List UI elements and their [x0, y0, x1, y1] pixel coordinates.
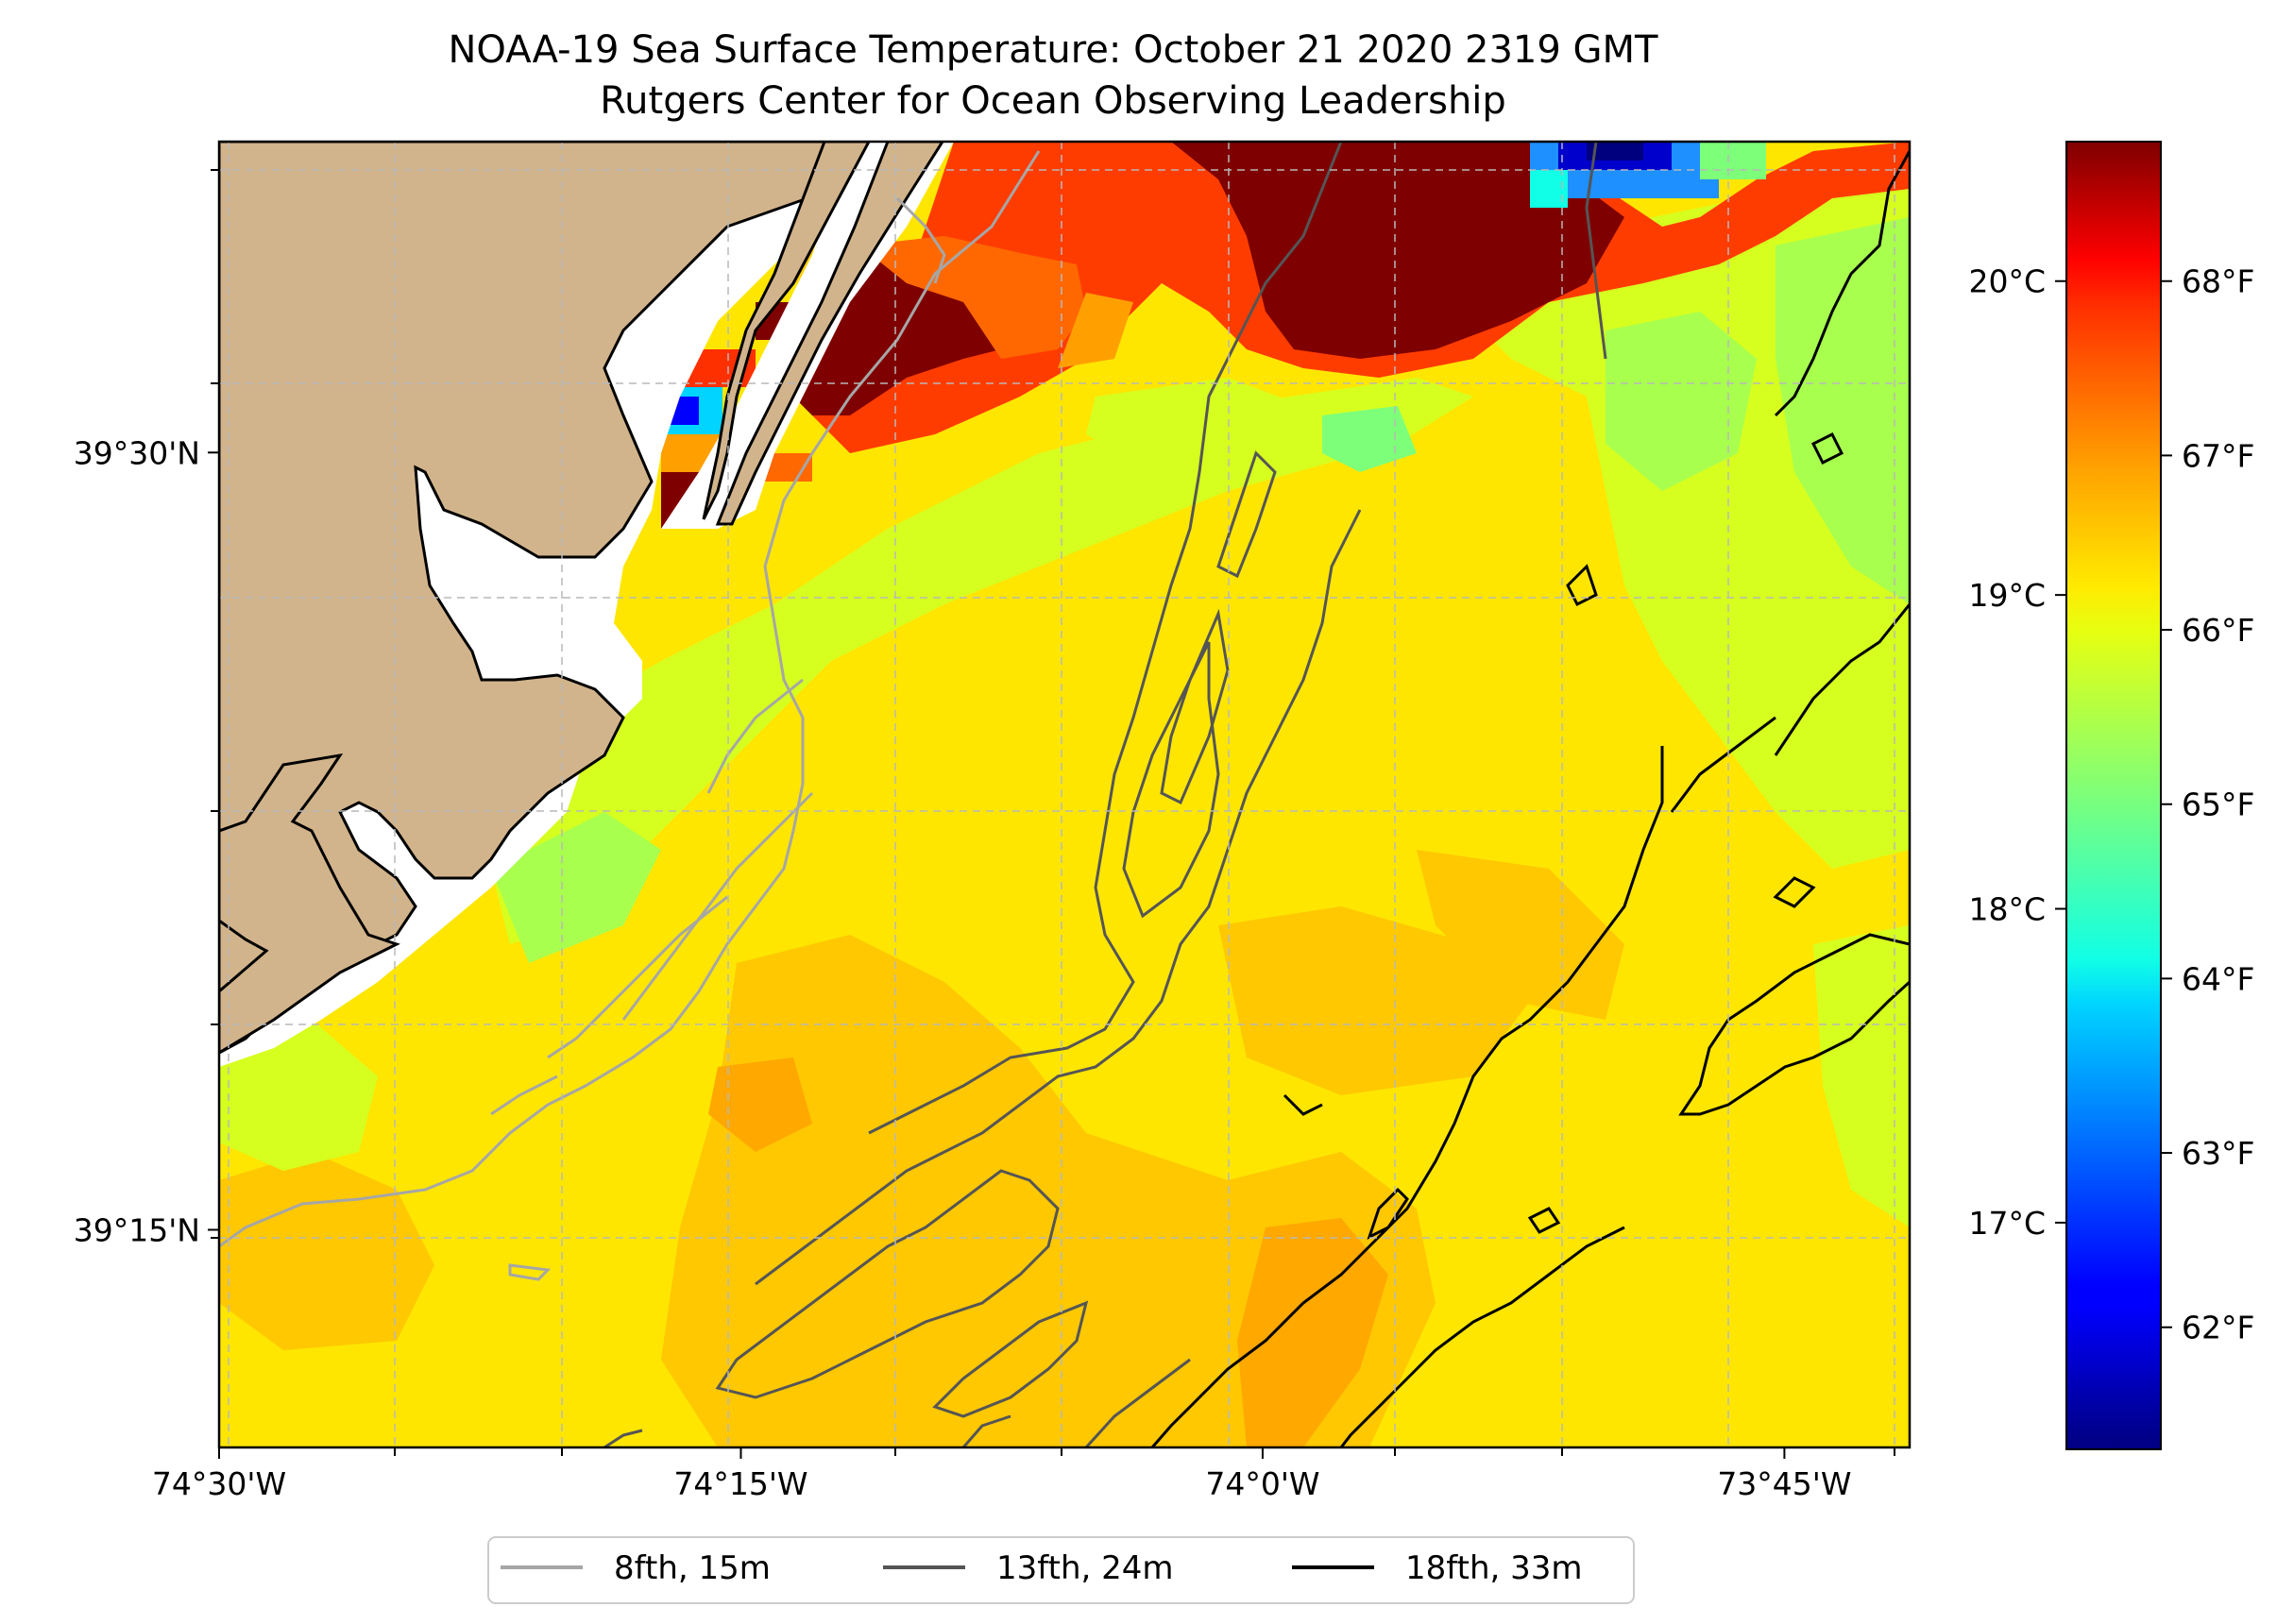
x-tick-label: 74°30'W — [152, 1465, 286, 1502]
x-axis-longitude: 74°30'W 74°15'W 74°0'W 73°45'W — [152, 1447, 1852, 1502]
figure-title-line1: NOAA-19 Sea Surface Temperature: October… — [449, 28, 1659, 72]
colorbar-f-tick-label: 64°F — [2182, 960, 2254, 997]
map-frame — [217, 140, 1912, 1449]
legend-label-13fth: 13fth, 24m — [996, 1549, 1174, 1587]
y-tick-label: 39°30'N — [74, 434, 200, 471]
colorbar-f-tick-label: 62°F — [2182, 1310, 2254, 1346]
colorbar-c-tick-label: 19°C — [1968, 577, 2046, 614]
x-tick-label: 74°0'W — [1205, 1465, 1319, 1502]
isobath-13fth-24m — [603, 142, 1607, 1447]
colorbar-c-tick-label: 18°C — [1968, 891, 2046, 928]
legend-box — [487, 1536, 1635, 1604]
sst-green-patches — [491, 217, 1910, 963]
x-tick-label: 74°15'W — [673, 1465, 807, 1502]
figure-title-line2: Rutgers Center for Ocean Observing Leade… — [600, 79, 1506, 123]
colorbar-f-tick-label: 67°F — [2182, 437, 2254, 474]
colorbar-fahrenheit-ticks: 68°F 67°F 66°F 65°F 64°F 63°F 62°F — [2161, 263, 2254, 1346]
colorbar-gradient — [2065, 141, 2162, 1450]
colorbar-c-tick-label: 17°C — [1968, 1205, 2046, 1242]
colorbar: 20°C 19°C 18°C 17°C 68°F 67°F 66°F 65°F 64°F 63°… — [1968, 141, 2254, 1450]
isobath-18fth-33m — [1150, 150, 1910, 1447]
map-plot-area — [219, 142, 1910, 1447]
legend-label-8fth: 8fth, 15m — [614, 1549, 771, 1587]
colorbar-f-tick-label: 68°F — [2182, 263, 2254, 300]
colorbar-f-tick-label: 63°F — [2182, 1135, 2254, 1172]
isobath-legend: 8fth, 15m 13fth, 24m 18fth, 33m — [487, 1536, 1635, 1604]
colorbar-f-tick-label: 65°F — [2182, 787, 2254, 823]
y-axis-latitude: 39°30'N 39°15'N — [74, 434, 219, 1249]
map-minor-ticks — [211, 169, 1895, 1456]
map-gridlines — [219, 142, 1910, 1447]
land-new-jersey — [219, 142, 954, 1067]
colorbar-celsius-ticks: 20°C 19°C 18°C 17°C — [1968, 263, 2066, 1242]
sst-warm-patches — [219, 850, 1624, 1447]
x-tick-label: 73°45'W — [1717, 1465, 1851, 1502]
legend-label-18fth: 18fth, 33m — [1405, 1549, 1583, 1587]
y-tick-label: 39°15'N — [74, 1212, 200, 1249]
sst-hot-patches — [708, 1057, 1388, 1447]
colorbar-f-tick-label: 66°F — [2182, 612, 2254, 649]
colorbar-c-tick-label: 20°C — [1968, 263, 2046, 300]
isobath-8fth-15m — [219, 150, 1041, 1281]
